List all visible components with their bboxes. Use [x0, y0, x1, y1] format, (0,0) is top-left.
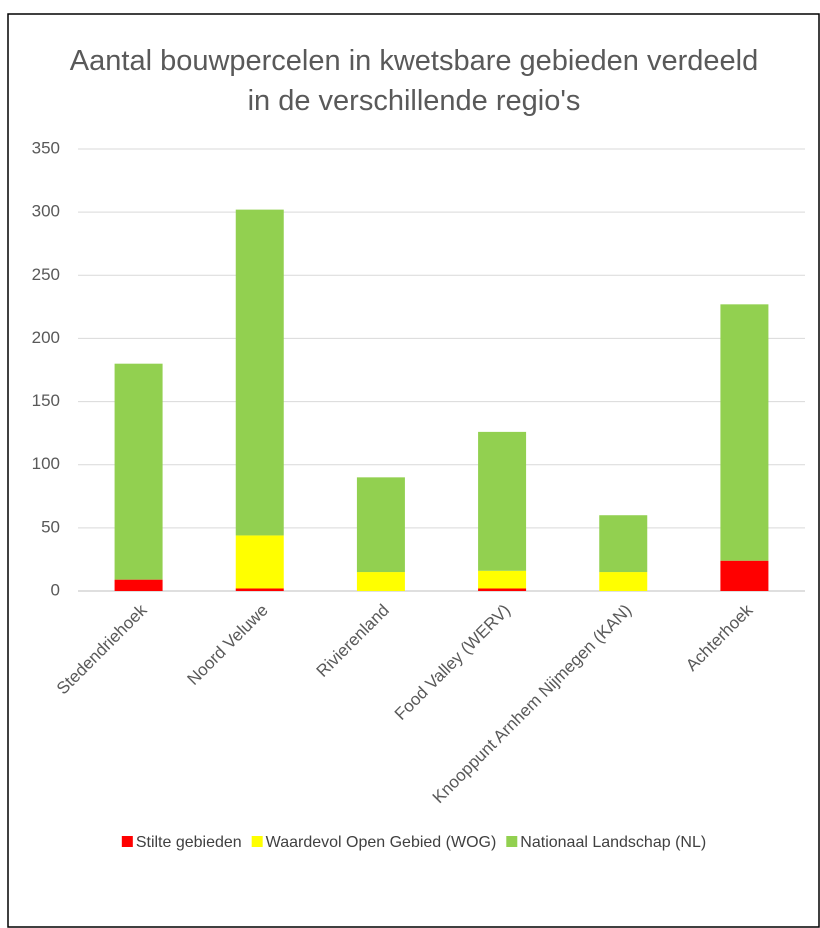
- y-tick-label: 350: [32, 138, 60, 157]
- y-tick-label: 50: [41, 517, 60, 536]
- bar-segment: [235, 535, 284, 589]
- bar-segment: [114, 363, 163, 580]
- legend-label: Waardevol Open Gebied (WOG): [266, 834, 497, 851]
- legend-swatch: [506, 836, 518, 847]
- chart-title: Aantal bouwpercelen in kwetsbare gebiede…: [70, 45, 758, 117]
- y-tick-label: 300: [32, 202, 60, 221]
- bar-segment: [356, 477, 405, 573]
- bar-segment: [478, 588, 527, 591]
- legend-swatch: [121, 836, 133, 847]
- bar-segment: [114, 579, 163, 591]
- y-tick-label: 100: [32, 454, 60, 473]
- y-tick-label: 0: [51, 580, 60, 599]
- bar-segment: [599, 572, 648, 591]
- bar-segment: [356, 572, 405, 591]
- legend-label: Stilte gebieden: [136, 834, 242, 851]
- y-tick-label: 150: [32, 391, 60, 410]
- y-tick-label: 250: [32, 265, 60, 284]
- bar-segment: [599, 515, 648, 573]
- legend-swatch: [251, 836, 263, 847]
- bar-segment: [235, 588, 284, 591]
- bar-segment: [478, 570, 527, 589]
- bar-segment: [235, 209, 284, 536]
- bar-segment: [720, 560, 769, 591]
- y-tick-label: 200: [32, 328, 60, 347]
- bar-segment: [720, 304, 769, 561]
- legend-label: Nationaal Landschap (NL): [520, 834, 706, 851]
- legend: Stilte gebieden Waardevol Open Gebied (WO…: [121, 834, 706, 851]
- bar-segment: [478, 431, 527, 571]
